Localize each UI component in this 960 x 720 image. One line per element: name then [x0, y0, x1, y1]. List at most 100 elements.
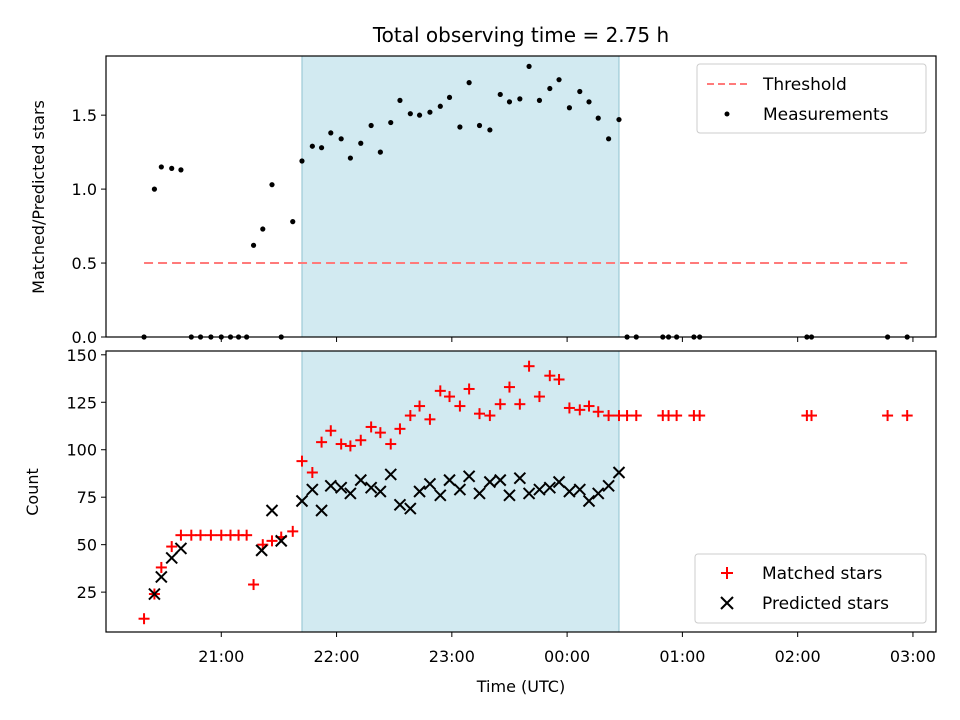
- matched-star-point: [155, 561, 167, 573]
- top-ytick-label: 0.5: [72, 254, 97, 273]
- measurement-point: [151, 186, 158, 192]
- top-ylabel: Matched/Predicted stars: [29, 100, 48, 294]
- predicted-star-point: [364, 481, 378, 494]
- measurement-point: [616, 116, 622, 123]
- matched-star-point: [806, 410, 817, 422]
- predicted-star-point: [592, 487, 605, 500]
- measurement-point: [260, 226, 266, 232]
- measurement-point: [328, 130, 334, 136]
- measurement-point: [347, 155, 353, 161]
- predicted-star-point: [174, 542, 188, 555]
- legend-measurements-marker: [724, 111, 730, 117]
- bottom-legend: Matched stars Predicted stars: [694, 553, 927, 624]
- matched-star-point: [474, 408, 485, 420]
- matched-star-point: [514, 398, 526, 410]
- bottom-xtick-label: 21:00: [198, 647, 244, 666]
- measurement-point: [556, 77, 562, 83]
- matched-star-point: [404, 410, 416, 422]
- measurement-point: [358, 140, 364, 146]
- predicted-star-point: [602, 479, 615, 493]
- predicted-star-point: [563, 485, 576, 498]
- matched-star-point: [325, 425, 337, 437]
- bottom-xtick-label: 02:00: [775, 647, 821, 666]
- matched-star-point: [694, 410, 706, 422]
- bottom-xtick-label: 00:00: [544, 647, 590, 666]
- predicted-star-point: [552, 475, 566, 489]
- measurement-point: [437, 103, 443, 109]
- top-ytick-label: 1.5: [72, 106, 97, 125]
- measurement-point: [566, 105, 573, 111]
- measurement-point: [250, 242, 257, 248]
- matched-star-point: [503, 381, 515, 393]
- measurement-point: [497, 91, 503, 98]
- legend-matched-marker: [721, 567, 733, 579]
- predicted-star-point: [155, 570, 168, 584]
- matched-star-point: [365, 421, 377, 433]
- measurement-point: [269, 182, 275, 188]
- bottom-xlabel: Time (UTC): [476, 677, 565, 696]
- predicted-star-point: [423, 477, 437, 491]
- predicted-star-point: [354, 473, 367, 487]
- bottom-ytick-label: 25: [77, 583, 97, 602]
- matched-star-point: [563, 402, 575, 414]
- matched-star-point: [316, 436, 328, 448]
- measurement-point: [526, 63, 532, 69]
- legend-measurements-label: Measurements: [763, 105, 889, 125]
- top-legend: Threshold Measurements: [696, 63, 927, 134]
- matched-star-point: [494, 398, 506, 410]
- matched-star-point: [385, 438, 397, 450]
- bottom-xtick-label: 01:00: [659, 647, 705, 666]
- bottom-panel: 25 50 75 100 125 150 21:00 22:00 23:00 00:00 01:00…: [23, 346, 937, 696]
- bottom-legend-box: [694, 553, 927, 624]
- measurement-point: [487, 127, 493, 133]
- matched-star-point: [574, 404, 586, 416]
- bottom-xtick-label: 03:00: [890, 647, 936, 666]
- bottom-xtick-label: 22:00: [314, 647, 360, 666]
- matched-star-point: [630, 410, 642, 422]
- predicted-star-point: [148, 587, 161, 601]
- matched-star-point: [901, 410, 913, 422]
- bottom-ytick-label: 100: [66, 441, 97, 460]
- measurement-point: [595, 115, 601, 121]
- measurement-point: [169, 165, 175, 171]
- measurement-point: [547, 85, 553, 92]
- matched-star-point: [394, 423, 406, 435]
- predicted-star-point: [473, 487, 486, 500]
- matched-star-point: [621, 410, 633, 422]
- predicted-star-point: [315, 504, 328, 517]
- matched-star-point: [424, 413, 436, 425]
- bottom-ytick-label: 150: [66, 346, 97, 365]
- predicted-star-point: [582, 494, 596, 508]
- measurement-point: [397, 97, 403, 103]
- matched-star-point: [175, 529, 187, 541]
- measurement-point: [606, 136, 612, 142]
- matched-star-point: [434, 385, 446, 397]
- matched-star-point: [205, 529, 217, 541]
- matched-star-point: [603, 410, 615, 422]
- predicted-star-point: [503, 489, 516, 502]
- matched-star-point: [553, 373, 565, 385]
- predicted-star-point: [513, 472, 527, 485]
- predicted-star-point: [165, 551, 178, 565]
- matched-star-point: [374, 427, 386, 439]
- matched-star-point: [444, 391, 456, 403]
- figure-title: Total observing time = 2.75 h: [372, 23, 669, 47]
- matched-star-point: [355, 434, 367, 446]
- predicted-star-point: [374, 485, 387, 498]
- predicted-star-point: [324, 479, 337, 493]
- matched-star-point: [306, 467, 318, 479]
- predicted-star-point: [443, 473, 456, 487]
- predicted-star-point: [334, 481, 348, 494]
- legend-predicted-marker: [720, 596, 734, 610]
- matched-star-point: [241, 529, 253, 541]
- bottom-ytick-label: 75: [77, 488, 97, 507]
- predicted-star-point: [462, 470, 476, 483]
- matched-star-point: [454, 400, 466, 412]
- bottom-axes-frame: [105, 350, 937, 633]
- top-axes-frame: [105, 55, 937, 338]
- matched-star-point: [544, 370, 556, 382]
- matched-star-point: [248, 579, 260, 591]
- top-observing-span: [301, 55, 620, 338]
- matched-star-point: [463, 383, 475, 395]
